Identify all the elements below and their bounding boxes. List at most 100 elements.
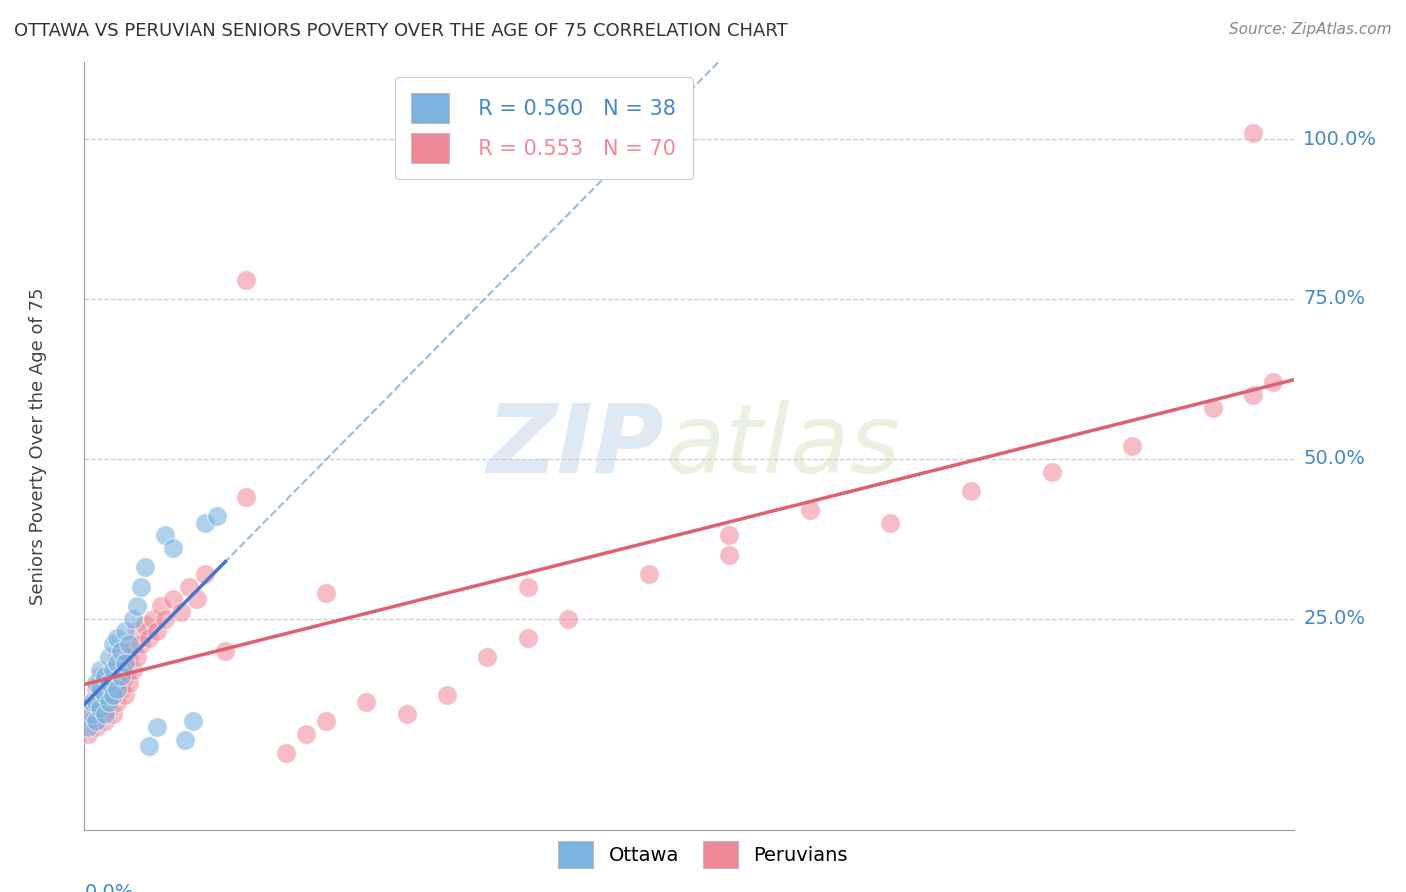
- Text: 100.0%: 100.0%: [1303, 129, 1378, 149]
- Point: [114, 657, 136, 671]
- Text: OTTAWA VS PERUVIAN SENIORS POVERTY OVER THE AGE OF 75 CORRELATION CHART: OTTAWA VS PERUVIAN SENIORS POVERTY OVER …: [14, 22, 787, 40]
- Point: [516, 631, 538, 645]
- Point: [1263, 375, 1285, 389]
- Point: [174, 733, 197, 747]
- Point: [149, 599, 172, 613]
- Point: [93, 669, 115, 683]
- Point: [134, 560, 156, 574]
- Point: [194, 516, 217, 530]
- Point: [93, 689, 115, 703]
- Point: [89, 663, 111, 677]
- Point: [93, 714, 115, 728]
- Point: [356, 695, 378, 709]
- Point: [97, 701, 120, 715]
- Point: [121, 612, 143, 626]
- Point: [89, 707, 111, 722]
- Text: 75.0%: 75.0%: [1303, 290, 1365, 309]
- Point: [105, 681, 128, 696]
- Point: [101, 663, 124, 677]
- Point: [315, 714, 337, 728]
- Text: 25.0%: 25.0%: [1303, 609, 1365, 628]
- Point: [97, 675, 120, 690]
- Point: [315, 586, 337, 600]
- Point: [89, 689, 111, 703]
- Point: [101, 637, 124, 651]
- Point: [138, 631, 160, 645]
- Point: [138, 739, 160, 754]
- Point: [86, 681, 108, 696]
- Text: atlas: atlas: [665, 400, 900, 492]
- Point: [125, 649, 148, 664]
- Legend: Ottawa, Peruvians: Ottawa, Peruvians: [548, 830, 858, 878]
- Point: [146, 624, 169, 639]
- Point: [207, 509, 229, 524]
- Point: [960, 483, 983, 498]
- Point: [1241, 126, 1264, 140]
- Point: [97, 649, 120, 664]
- Point: [82, 707, 104, 722]
- Point: [799, 503, 821, 517]
- Point: [105, 631, 128, 645]
- Point: [89, 701, 111, 715]
- Point: [477, 649, 499, 664]
- Point: [105, 675, 128, 690]
- Point: [516, 580, 538, 594]
- Text: 50.0%: 50.0%: [1303, 450, 1365, 468]
- Point: [1040, 465, 1063, 479]
- Point: [125, 624, 148, 639]
- Point: [162, 541, 184, 556]
- Point: [77, 726, 100, 740]
- Point: [93, 707, 115, 722]
- Point: [121, 663, 143, 677]
- Point: [97, 695, 120, 709]
- Point: [181, 714, 204, 728]
- Point: [186, 592, 208, 607]
- Point: [86, 695, 108, 709]
- Point: [77, 720, 100, 734]
- Point: [105, 657, 128, 671]
- Point: [295, 726, 318, 740]
- Point: [179, 580, 201, 594]
- Point: [142, 612, 165, 626]
- Point: [82, 695, 104, 709]
- Point: [82, 714, 104, 728]
- Point: [718, 548, 741, 562]
- Point: [170, 605, 193, 619]
- Point: [93, 675, 115, 690]
- Point: [89, 681, 111, 696]
- Point: [82, 695, 104, 709]
- Point: [162, 592, 184, 607]
- Legend:   R = 0.560   N = 38,   R = 0.553   N = 70: R = 0.560 N = 38, R = 0.553 N = 70: [395, 77, 693, 179]
- Point: [114, 643, 136, 657]
- Point: [395, 707, 418, 722]
- Point: [214, 643, 236, 657]
- Point: [1121, 439, 1143, 453]
- Point: [101, 663, 124, 677]
- Point: [114, 624, 136, 639]
- Point: [86, 720, 108, 734]
- Point: [110, 681, 132, 696]
- Point: [129, 580, 152, 594]
- Point: [118, 675, 141, 690]
- Point: [134, 618, 156, 632]
- Point: [121, 637, 143, 651]
- Point: [235, 490, 257, 504]
- Point: [101, 707, 124, 722]
- Text: 0.0%: 0.0%: [84, 883, 134, 892]
- Point: [129, 637, 152, 651]
- Point: [114, 689, 136, 703]
- Text: Seniors Poverty Over the Age of 75: Seniors Poverty Over the Age of 75: [30, 287, 48, 605]
- Point: [146, 720, 169, 734]
- Point: [436, 689, 458, 703]
- Point: [114, 669, 136, 683]
- Point: [110, 669, 132, 683]
- Point: [77, 707, 100, 722]
- Point: [86, 714, 108, 728]
- Point: [153, 528, 176, 542]
- Point: [274, 746, 297, 760]
- Text: Source: ZipAtlas.com: Source: ZipAtlas.com: [1229, 22, 1392, 37]
- Point: [879, 516, 901, 530]
- Point: [125, 599, 148, 613]
- Point: [86, 701, 108, 715]
- Point: [105, 695, 128, 709]
